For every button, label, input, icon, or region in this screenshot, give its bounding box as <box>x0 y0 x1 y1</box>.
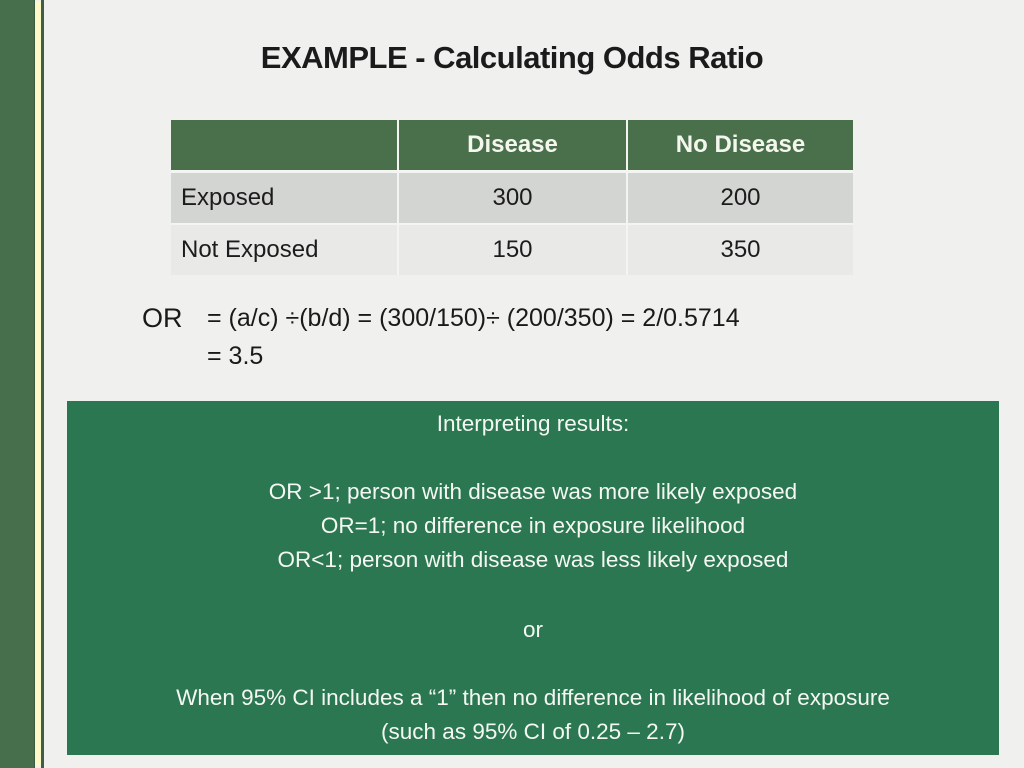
interpretation-ci-line-1: When 95% CI includes a “1” then no diffe… <box>176 685 890 710</box>
table-header-no-disease: No Disease <box>627 120 853 173</box>
interpretation-rule-greater: OR >1; person with disease was more like… <box>268 479 798 504</box>
interpretation-ci-line-2: (such as 95% CI of 0.25 – 2.7) <box>381 719 685 744</box>
interpretation-rule-equal: OR=1; no difference in exposure likeliho… <box>320 513 746 538</box>
row-label-not-exposed: Not Exposed <box>171 224 399 275</box>
interpretation-separator: or <box>522 617 543 642</box>
table-header-row: Disease No Disease <box>171 120 853 173</box>
interpretation-box: Interpreting results: OR >1; person with… <box>67 401 999 755</box>
cell-exposed-no-disease: 200 <box>627 171 853 225</box>
table-row: Not Exposed 150 350 <box>171 224 853 275</box>
interpretation-heading: Interpreting results: <box>436 411 630 436</box>
formula-label: OR <box>142 303 183 333</box>
table-header-disease: Disease <box>398 120 628 173</box>
interpretation-rule-less: OR<1; person with disease was less likel… <box>277 547 789 572</box>
cell-exposed-disease: 300 <box>398 171 628 225</box>
cell-not-exposed-disease: 150 <box>398 224 628 275</box>
cell-not-exposed-no-disease: 350 <box>627 224 853 275</box>
table-header-blank <box>171 120 399 173</box>
formula-line-1: = (a/c) ÷(b/d) = (300/150)÷ (200/350) = … <box>207 304 740 332</box>
formula-line-2: = 3.5 <box>207 342 264 370</box>
table-row: Exposed 300 200 <box>171 171 853 225</box>
row-label-exposed: Exposed <box>171 171 399 225</box>
sidebar-edge <box>41 0 44 768</box>
sidebar-stripe <box>35 2 41 766</box>
sidebar-decoration <box>0 0 35 768</box>
slide-title: EXAMPLE - Calculating Odds Ratio <box>0 40 1024 76</box>
slide-title-text: EXAMPLE - Calculating Odds Ratio <box>260 40 764 75</box>
contingency-table: Disease No Disease Exposed 300 200 Not E… <box>171 120 853 275</box>
